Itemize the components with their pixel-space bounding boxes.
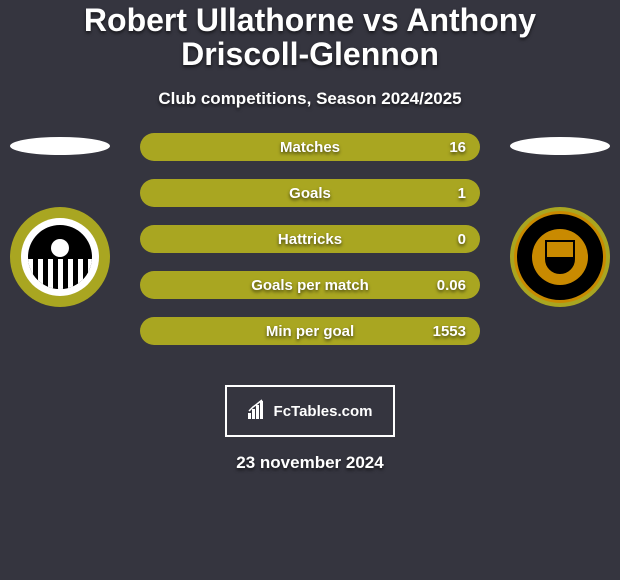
subtitle: Club competitions, Season 2024/2025 (0, 89, 620, 109)
comparison-arena: Matches 16 Goals 1 Hattricks 0 Goals per… (0, 137, 620, 377)
stat-bar: Goals 1 (140, 179, 480, 207)
date-text: 23 november 2024 (0, 453, 620, 473)
bar-chart-icon (248, 399, 270, 424)
stat-bar: Goals per match 0.06 (140, 271, 480, 299)
ellipse-left (10, 137, 110, 155)
stat-label: Goals (289, 185, 331, 202)
stat-bar: Min per goal 1553 (140, 317, 480, 345)
stat-label: Goals per match (251, 277, 369, 294)
stat-label: Matches (280, 139, 340, 156)
team-badge-right (510, 207, 610, 307)
ellipse-right (510, 137, 610, 155)
team-badge-left (10, 207, 110, 307)
stats-bars: Matches 16 Goals 1 Hattricks 0 Goals per… (140, 133, 480, 363)
stat-bar: Matches 16 (140, 133, 480, 161)
stat-bar: Hattricks 0 (140, 225, 480, 253)
stat-label: Hattricks (278, 231, 342, 248)
brand-text: FcTables.com (274, 403, 373, 420)
stat-value: 0.06 (437, 277, 466, 294)
notts-badge-icon (10, 207, 110, 307)
stat-value: 16 (449, 139, 466, 156)
page-title: Robert Ullathorne vs Anthony Driscoll-Gl… (0, 0, 620, 71)
stat-value: 1553 (433, 323, 466, 340)
newport-badge-icon (510, 207, 610, 307)
brand-box: FcTables.com (225, 385, 395, 437)
stat-label: Min per goal (266, 323, 354, 340)
stat-value: 1 (458, 185, 466, 202)
stat-value: 0 (458, 231, 466, 248)
